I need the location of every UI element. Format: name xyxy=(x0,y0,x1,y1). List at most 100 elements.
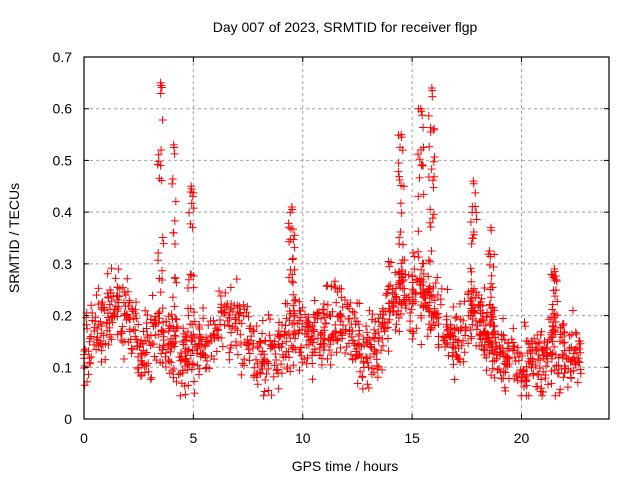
data-point xyxy=(391,326,400,335)
data-point xyxy=(278,350,287,359)
data-point xyxy=(550,267,559,276)
data-point xyxy=(319,335,328,344)
data-point xyxy=(314,309,323,318)
data-point xyxy=(457,341,466,350)
x-axis-label: GPS time / hours xyxy=(292,458,399,474)
data-point xyxy=(408,327,417,336)
data-point xyxy=(290,231,299,240)
data-point xyxy=(170,143,179,152)
data-point xyxy=(444,351,453,360)
data-point xyxy=(516,365,525,374)
data-point xyxy=(323,354,332,363)
data-point xyxy=(103,269,112,278)
data-point xyxy=(351,320,360,329)
data-point xyxy=(290,296,299,305)
data-point xyxy=(87,332,96,341)
data-point xyxy=(353,339,362,348)
data-point xyxy=(467,239,476,248)
data-point xyxy=(487,271,496,280)
data-point xyxy=(443,285,452,294)
data-point xyxy=(466,295,475,304)
data-point xyxy=(168,179,177,188)
data-point xyxy=(518,373,527,382)
data-point xyxy=(431,278,440,287)
data-point xyxy=(289,278,298,287)
data-point xyxy=(288,320,297,329)
data-point xyxy=(213,326,222,335)
data-point xyxy=(333,336,342,345)
data-point xyxy=(573,378,582,387)
data-point xyxy=(522,362,531,371)
data-point xyxy=(418,111,427,120)
data-point xyxy=(533,370,542,379)
data-point xyxy=(335,311,344,320)
data-point xyxy=(199,314,208,323)
data-point xyxy=(417,301,426,310)
data-point xyxy=(419,259,428,268)
data-point xyxy=(341,348,350,357)
data-point xyxy=(356,367,365,376)
data-point xyxy=(303,318,312,327)
data-point xyxy=(252,355,261,364)
data-point xyxy=(406,326,415,335)
data-point xyxy=(286,224,295,233)
data-point xyxy=(456,357,465,366)
data-point xyxy=(539,367,548,376)
data-point xyxy=(220,301,229,310)
data-point xyxy=(559,373,568,382)
data-point xyxy=(272,366,281,375)
data-point xyxy=(550,325,559,334)
data-point xyxy=(310,345,319,354)
data-point xyxy=(92,345,101,354)
data-point xyxy=(172,278,181,287)
data-point xyxy=(284,237,293,246)
data-point xyxy=(353,379,362,388)
data-point xyxy=(383,285,392,294)
data-point xyxy=(487,310,496,319)
data-point xyxy=(485,340,494,349)
data-point xyxy=(500,383,509,392)
data-point xyxy=(538,345,547,354)
data-point xyxy=(434,319,443,328)
data-point xyxy=(289,361,298,370)
data-point xyxy=(190,308,199,317)
data-point xyxy=(508,346,517,355)
data-point xyxy=(423,288,432,297)
data-point xyxy=(433,290,442,299)
data-point xyxy=(358,384,367,393)
data-point xyxy=(226,343,235,352)
chart-title: Day 007 of 2023, SRMTID for receiver flg… xyxy=(213,19,478,35)
data-point xyxy=(146,341,155,350)
data-point xyxy=(424,172,433,181)
data-point xyxy=(80,345,89,354)
data-point xyxy=(454,336,463,345)
data-point xyxy=(369,333,378,342)
data-point xyxy=(291,345,300,354)
data-point xyxy=(364,363,373,372)
data-point xyxy=(426,222,435,231)
data-point xyxy=(492,342,501,351)
data-point xyxy=(348,327,357,336)
data-point xyxy=(104,340,113,349)
data-point xyxy=(378,341,387,350)
data-point xyxy=(295,366,304,375)
data-point xyxy=(543,351,552,360)
data-point xyxy=(419,269,428,278)
data-point xyxy=(478,315,487,324)
data-point xyxy=(426,205,435,214)
data-point xyxy=(554,353,563,362)
data-point xyxy=(258,329,267,338)
data-point xyxy=(410,252,419,261)
data-point xyxy=(501,360,510,369)
data-point xyxy=(509,324,518,333)
data-point xyxy=(269,372,278,381)
data-point xyxy=(121,291,130,300)
data-point xyxy=(417,313,426,322)
data-point xyxy=(419,123,428,132)
data-point xyxy=(253,342,262,351)
data-point xyxy=(378,365,387,374)
data-point xyxy=(319,346,328,355)
data-point xyxy=(202,356,211,365)
data-point xyxy=(157,83,166,92)
data-point xyxy=(196,334,205,343)
